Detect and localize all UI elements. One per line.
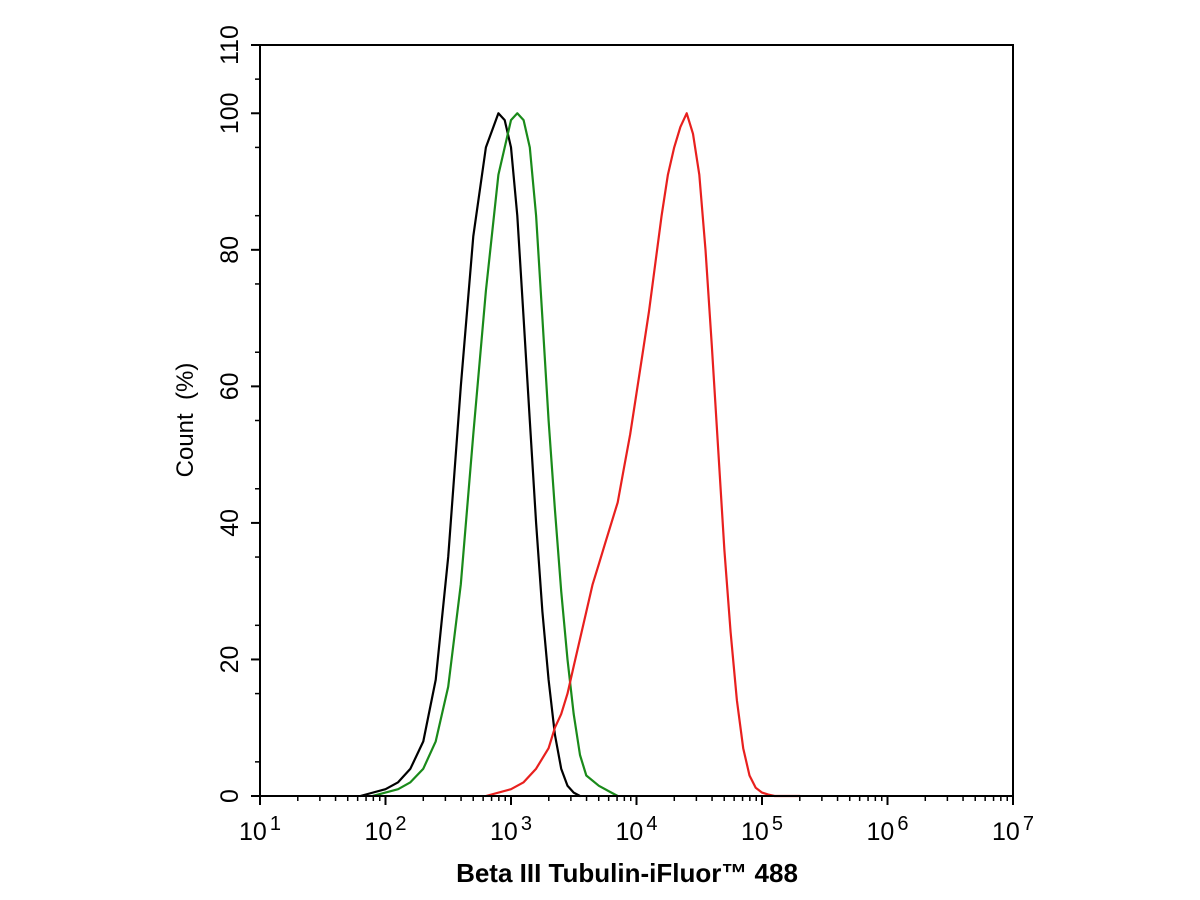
series-line-3 bbox=[484, 112, 801, 798]
x-axis-title: Beta III Tubulin-iFluor™ 488 bbox=[456, 858, 798, 888]
x-tick-label: 10 3 bbox=[490, 813, 532, 846]
series-line-2 bbox=[371, 112, 619, 798]
x-tick-labels: 10 1 10 2 10 3 10 4 10 5 10 6 10 7 bbox=[239, 813, 1034, 846]
y-tick-label: 0 bbox=[216, 789, 244, 803]
x-tick-label: 10 2 bbox=[365, 813, 407, 846]
x-tick-label: 10 6 bbox=[867, 813, 909, 846]
ticks-layer bbox=[251, 44, 1014, 805]
y-tick-label: 80 bbox=[216, 236, 244, 264]
x-tick-label: 10 5 bbox=[741, 813, 783, 846]
y-axis-title: Count (%) bbox=[172, 363, 199, 478]
y-tick-label: 100 bbox=[216, 92, 244, 134]
series-layer bbox=[359, 112, 801, 798]
x-tick-label: 10 7 bbox=[992, 813, 1034, 846]
y-tick-labels: 0 20 40 60 80 100 110 bbox=[216, 25, 244, 803]
y-tick-label: 60 bbox=[216, 372, 244, 400]
y-tick-label: 20 bbox=[216, 646, 244, 674]
y-tick-label: 40 bbox=[216, 509, 244, 537]
x-tick-label: 10 4 bbox=[616, 813, 658, 846]
y-tick-label: 110 bbox=[216, 25, 244, 65]
x-tick-label: 10 1 bbox=[239, 813, 281, 846]
